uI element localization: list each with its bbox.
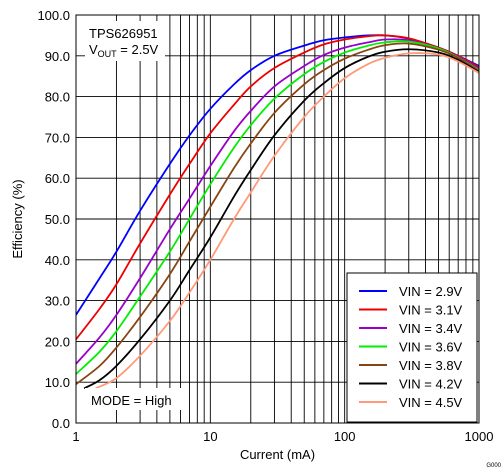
y-tick-label: 50.0 [45,212,70,227]
legend: VIN = 2.9V VIN = 3.1V VIN = 3.4V VIN = 3.6V… [346,272,478,423]
x-tick-label: 1 [72,429,79,444]
mode-annotation: MODE = High [85,388,189,410]
x-tick-label: 10 [203,429,217,444]
legend-entry: VIN = 3.8V [399,358,463,373]
legend-entry: VIN = 2.9V [399,284,463,299]
y-tick-label: 90.0 [45,49,70,64]
vout-value: = 2.5V [117,42,159,57]
series-line [76,40,479,375]
x-tick-label: 1000 [465,429,494,444]
x-tick-labels: 1 10 100 1000 [72,429,493,444]
legend-entry: VIN = 4.2V [399,377,463,392]
series-line [83,48,479,390]
series-line [95,52,479,390]
vout-label: VOUT = 2.5V [89,42,159,59]
y-tick-labels: 0.0 10.0 20.0 30.0 40.0 50.0 60.0 70.0 80.0 90.0 1… [37,8,70,431]
series-line [76,34,479,340]
x-axis-title: Current (mA) [240,447,315,462]
y-axis-title: Efficiency (%) [10,179,25,258]
x-tick-label: 100 [334,429,356,444]
y-tick-label: 20.0 [45,334,70,349]
annotation-background [85,21,165,61]
vout-subscript: OUT [98,49,118,59]
y-tick-label: 40.0 [45,253,70,268]
device-name: TPS626951 [89,26,158,41]
y-tick-label: 10.0 [45,375,70,390]
series-line [76,42,479,385]
y-tick-label: 0.0 [52,416,70,431]
series-line [76,38,479,365]
y-tick-label: 60.0 [45,171,70,186]
y-tick-label: 80.0 [45,90,70,105]
legend-entry: VIN = 3.1V [399,303,463,318]
plot-frame [75,14,480,424]
y-tick-label: 30.0 [45,294,70,309]
y-tick-label: 100.0 [37,8,70,23]
legend-entry: VIN = 3.4V [399,321,463,336]
legend-entry: VIN = 4.5V [399,395,463,410]
legend-entry: VIN = 3.6V [399,340,463,355]
mode-label: MODE = High [91,393,172,408]
figure-code: G000 [486,463,501,469]
vout-v: V [89,42,98,57]
mode-background [85,388,189,410]
chart-annotation: TPS626951 VOUT = 2.5V [85,21,165,61]
series-lines [76,34,479,390]
y-tick-label: 70.0 [45,130,70,145]
